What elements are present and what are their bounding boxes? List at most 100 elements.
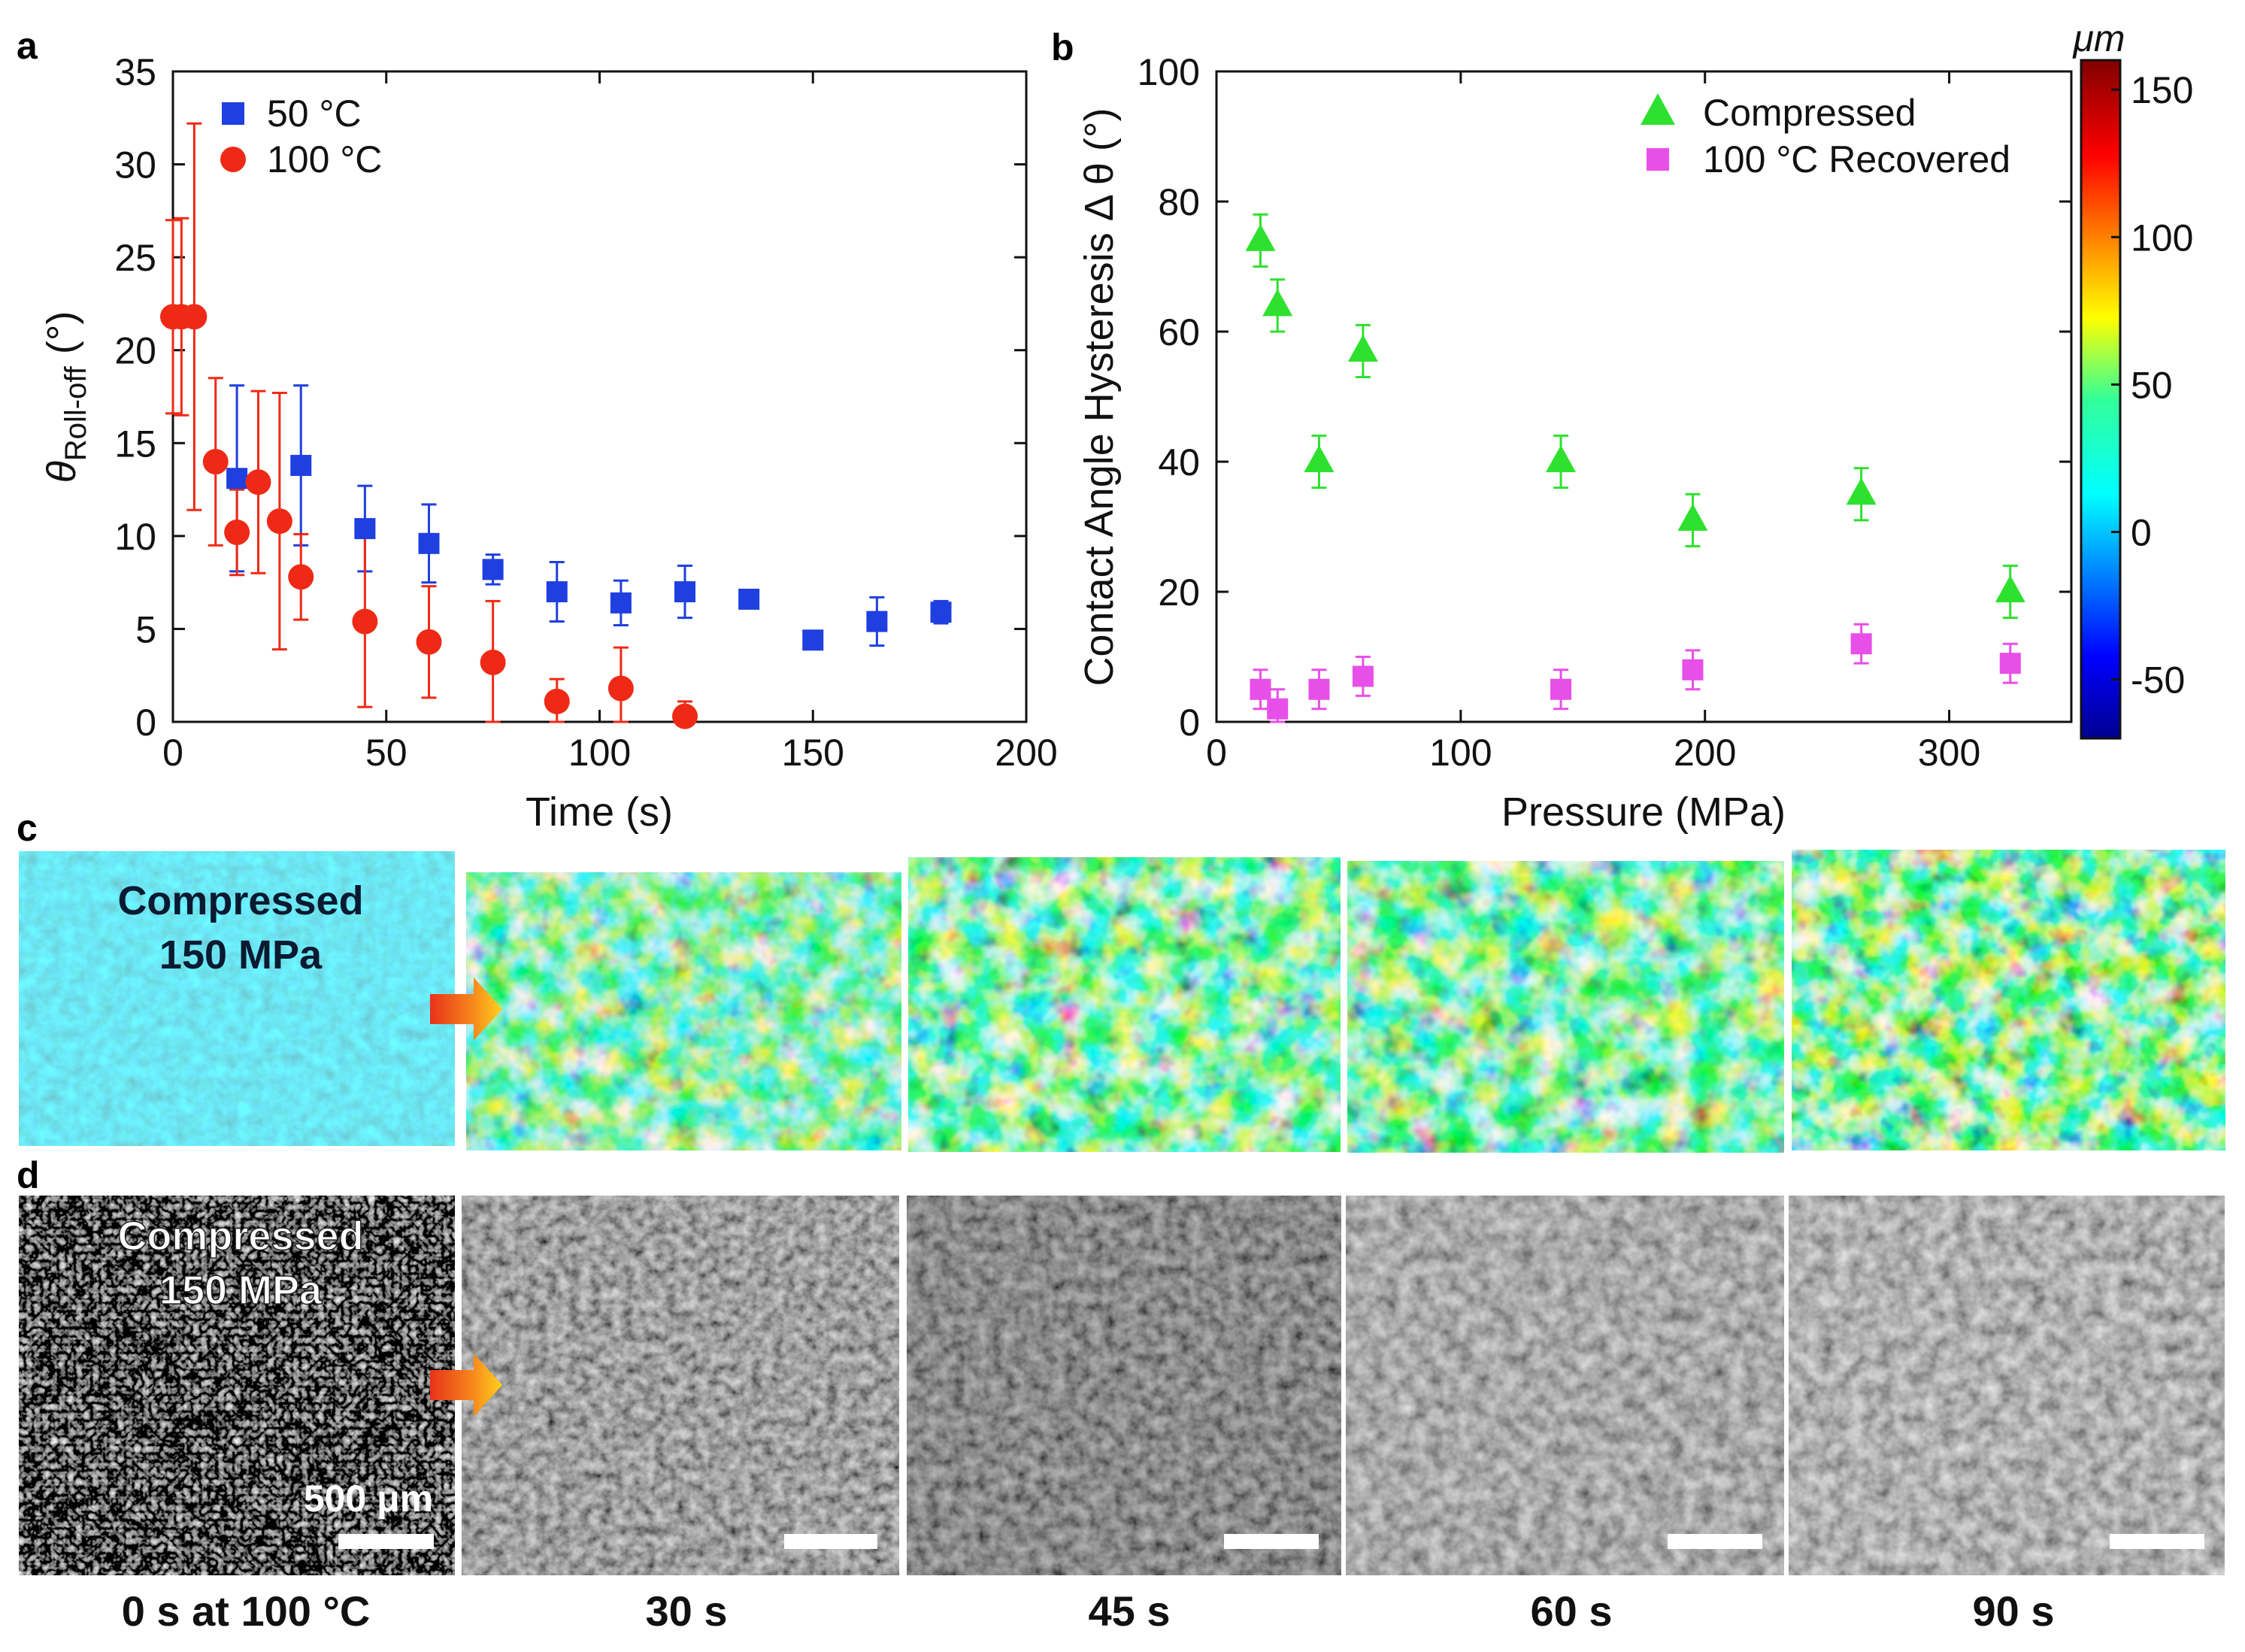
point-b-s0-6	[1846, 477, 1877, 505]
x-axis-title-b: Pressure (MPa)	[1501, 790, 1786, 835]
point-a-s1-6	[266, 508, 292, 535]
point-b-s1-4	[1550, 678, 1572, 700]
height-map-90s	[1792, 850, 2225, 1150]
y-tick-label-a-3: 15	[114, 423, 156, 465]
point-b-s0-5	[1677, 503, 1708, 531]
x-tick-label-a-4: 200	[995, 732, 1057, 774]
svg-text:θRoll-off(°): θRoll-off (°)	[39, 311, 92, 483]
x-tick-label-a-3: 150	[782, 732, 844, 774]
divider-c-4	[1784, 835, 1789, 1158]
point-b-s1-7	[1999, 653, 2021, 674]
panel-letter-d: d	[17, 1154, 40, 1196]
divider-c-2	[901, 835, 906, 1158]
colorbar-tick-label-2: 50	[2131, 364, 2173, 406]
point-a-s0-5	[546, 581, 568, 602]
point-b-s0-3	[1347, 334, 1378, 362]
point-a-s1-13	[672, 703, 698, 729]
panel-c-label-line2: 150 MPa	[159, 932, 323, 978]
y-axis-title-a: θRoll-off (°)	[39, 311, 92, 483]
y-tick-label-b-0: 0	[1179, 702, 1200, 744]
panel-c-label-line1: Compressed	[117, 878, 363, 923]
panel-c-height-maps: Compressed 150 MPa	[19, 835, 2225, 1158]
point-a-s0-9	[802, 629, 824, 651]
caption-30s: 30 s	[646, 1587, 728, 1635]
point-b-s0-4	[1546, 445, 1577, 472]
point-a-s1-8	[352, 608, 378, 635]
y-tick-label-b-1: 20	[1158, 571, 1200, 614]
colorbar-tick-label-1: 100	[2131, 217, 2193, 259]
y-axis-title-a-unit: (°)	[39, 311, 84, 355]
point-b-s1-3	[1352, 665, 1374, 687]
arrow-icon-d	[430, 1353, 502, 1417]
point-a-s0-4	[482, 559, 504, 580]
divider-c-3	[1341, 835, 1346, 1158]
legend-b-marker-recovered	[1647, 148, 1669, 171]
micrograph-0s	[19, 1196, 455, 1575]
micrograph-60s	[1346, 1196, 1784, 1575]
micrograph-45s	[907, 1196, 1341, 1575]
divider-d-3	[1341, 1192, 1346, 1579]
panel-d-label-line2: 150 MPa	[159, 1268, 323, 1313]
point-a-s0-8	[738, 588, 760, 610]
y-tick-label-b-4: 80	[1158, 181, 1200, 223]
point-a-s1-12	[607, 675, 634, 702]
height-map-30s	[466, 872, 902, 1150]
point-b-s0-7	[1995, 575, 2025, 602]
point-b-s0-0	[1245, 223, 1276, 251]
point-b-s1-0	[1250, 678, 1271, 700]
point-a-s0-0	[226, 468, 248, 490]
y-tick-label-a-4: 20	[114, 330, 156, 372]
panel-letter-a: a	[17, 25, 38, 67]
point-a-s0-11	[930, 602, 952, 623]
scale-bar-label: 500 μm	[304, 1478, 433, 1520]
y-axis-title-a-symbol: θ	[39, 461, 84, 483]
x-tick-label-b-2: 200	[1674, 732, 1736, 774]
arrow-icon-c	[430, 978, 502, 1041]
divider-d-4	[1784, 1192, 1789, 1579]
legend-a-label-100c: 100 °C	[267, 138, 382, 180]
point-a-s1-4	[224, 519, 250, 545]
panel-d-label-line1: Compressed	[117, 1214, 363, 1259]
colorbar-unit: μm	[2071, 17, 2125, 59]
chart-b: 0 100 200 300 0 20 40 60 80 100 Compressed 100 °C…	[1077, 17, 2193, 835]
height-map-0s	[19, 851, 455, 1146]
legend-b-label-recovered: 100 °C Recovered	[1703, 138, 2010, 180]
point-b-s1-2	[1308, 678, 1330, 700]
point-a-s1-5	[245, 469, 271, 496]
legend-a-label-50c: 50 °C	[267, 92, 362, 135]
scale-bar-30s	[784, 1534, 877, 1549]
point-a-s0-7	[674, 581, 695, 602]
micrograph-90s	[1789, 1196, 2225, 1575]
x-axis-title-a: Time (s)	[526, 790, 673, 835]
y-tick-label-a-7: 35	[114, 51, 156, 93]
point-a-s1-11	[544, 688, 570, 714]
point-a-s1-10	[480, 649, 506, 675]
y-tick-label-a-5: 25	[114, 237, 156, 279]
point-a-s1-7	[288, 564, 314, 590]
point-b-s1-1	[1267, 698, 1289, 720]
height-map-45s	[908, 857, 1341, 1152]
point-a-s1-9	[416, 629, 442, 655]
height-map-60s	[1347, 861, 1787, 1153]
y-tick-label-b-3: 60	[1158, 311, 1200, 353]
caption-90s: 90 s	[1973, 1587, 2055, 1635]
point-b-s1-5	[1682, 659, 1704, 681]
y-axis-title-a-subscript: Roll-off	[59, 365, 92, 461]
point-a-s0-1	[290, 454, 312, 476]
x-tick-label-a-1: 50	[365, 732, 407, 774]
point-a-s0-2	[354, 517, 376, 539]
x-tick-label-a-2: 100	[568, 732, 631, 774]
panel-letter-c: c	[17, 807, 38, 849]
point-a-s1-2	[181, 304, 208, 330]
point-a-s0-10	[866, 611, 888, 632]
legend-a-marker-50c	[222, 102, 244, 125]
y-tick-label-a-2: 10	[114, 516, 156, 558]
caption-60s: 60 s	[1531, 1587, 1613, 1635]
x-tick-label-b-0: 0	[1206, 732, 1227, 774]
scale-bar-45s	[1224, 1534, 1319, 1549]
point-b-s0-1	[1262, 289, 1293, 317]
legend-b-marker-compressed	[1641, 93, 1675, 125]
scale-bar-90s	[2110, 1534, 2204, 1549]
